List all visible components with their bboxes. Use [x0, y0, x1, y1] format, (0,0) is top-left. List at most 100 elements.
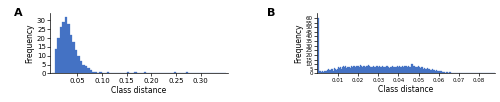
Bar	[332, 69, 333, 73]
Bar	[343, 66, 344, 73]
Bar	[354, 66, 355, 73]
Bar	[328, 69, 329, 73]
Bar	[325, 71, 326, 73]
Bar	[60, 27, 62, 73]
Bar	[378, 67, 380, 73]
Bar	[386, 66, 388, 73]
Bar	[355, 67, 356, 73]
Bar	[186, 72, 188, 73]
Bar	[428, 69, 430, 73]
Bar	[438, 71, 440, 73]
Bar	[330, 70, 331, 73]
Bar	[390, 67, 392, 73]
Bar	[337, 69, 338, 73]
Y-axis label: Frequency: Frequency	[25, 24, 34, 63]
Text: A: A	[14, 8, 23, 18]
Bar	[368, 65, 370, 73]
Bar	[322, 71, 323, 73]
Bar	[340, 67, 341, 73]
Bar	[126, 72, 129, 73]
Bar	[416, 67, 418, 73]
Bar	[335, 69, 336, 73]
Bar	[68, 24, 70, 73]
Bar	[356, 66, 357, 73]
Bar	[74, 50, 77, 73]
Bar	[361, 66, 362, 73]
Bar	[398, 67, 400, 73]
Bar	[402, 66, 404, 73]
Bar	[333, 71, 334, 73]
Bar	[418, 67, 420, 73]
Bar	[450, 72, 451, 73]
Bar	[318, 18, 319, 73]
Bar	[341, 69, 342, 73]
Bar	[432, 70, 434, 73]
Bar	[352, 67, 353, 73]
Bar	[359, 67, 360, 73]
Bar	[321, 72, 322, 73]
Bar	[77, 56, 80, 73]
Bar	[62, 22, 65, 73]
Bar	[442, 72, 444, 73]
Bar	[92, 72, 94, 73]
Bar	[372, 67, 374, 73]
Bar	[357, 66, 358, 73]
Bar	[351, 66, 352, 73]
Bar	[346, 68, 347, 73]
Bar	[370, 67, 372, 73]
Bar	[72, 42, 74, 73]
Bar	[55, 49, 58, 73]
Bar	[388, 67, 390, 73]
X-axis label: Class distance: Class distance	[112, 86, 166, 95]
Bar	[344, 67, 345, 73]
Bar	[338, 67, 339, 73]
Bar	[414, 67, 416, 73]
Bar	[376, 66, 378, 73]
Bar	[358, 66, 359, 73]
Bar	[366, 66, 368, 73]
Bar	[174, 72, 176, 73]
Bar	[80, 61, 82, 73]
Bar	[422, 69, 424, 73]
Bar	[404, 66, 406, 73]
Bar	[426, 68, 428, 73]
Bar	[384, 67, 386, 73]
Bar	[107, 72, 110, 73]
Bar	[394, 67, 396, 73]
Bar	[446, 72, 448, 73]
Bar	[82, 65, 84, 73]
Bar	[412, 66, 414, 73]
Bar	[408, 67, 410, 73]
Bar	[410, 64, 412, 73]
Bar	[430, 70, 432, 73]
Bar	[90, 70, 92, 73]
Bar	[364, 66, 366, 73]
Bar	[326, 71, 327, 73]
Bar	[339, 68, 340, 73]
Bar	[380, 67, 382, 73]
Y-axis label: Frequency: Frequency	[294, 24, 303, 63]
Bar	[329, 70, 330, 73]
Bar	[320, 71, 321, 73]
Bar	[334, 68, 335, 73]
Bar	[436, 71, 438, 73]
Bar	[324, 71, 325, 73]
Bar	[406, 67, 408, 73]
Bar	[448, 72, 450, 73]
Bar	[362, 67, 364, 73]
Bar	[420, 67, 422, 73]
Bar	[84, 66, 87, 73]
Bar	[348, 67, 349, 73]
Bar	[94, 72, 97, 73]
Bar	[396, 67, 398, 73]
Bar	[323, 72, 324, 73]
Bar	[87, 68, 90, 73]
Bar	[327, 70, 328, 73]
Bar	[434, 71, 436, 73]
Bar	[336, 70, 337, 73]
Bar	[70, 34, 72, 73]
Bar	[353, 66, 354, 73]
Bar	[144, 72, 146, 73]
Bar	[350, 68, 351, 73]
Bar	[392, 66, 394, 73]
